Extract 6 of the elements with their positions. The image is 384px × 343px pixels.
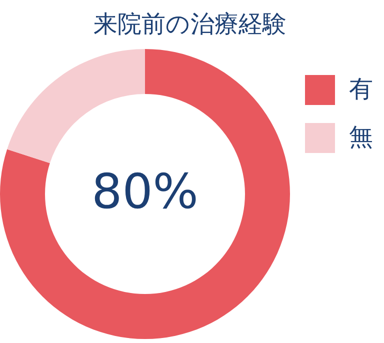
text: 80% [92,164,198,220]
donut-slice [7,49,145,164]
donut-slice [0,49,290,339]
chart-title: 来院前の治療経験 [94,10,286,38]
legend-label: 無 [349,123,373,151]
legend-label: 有 [349,75,373,103]
